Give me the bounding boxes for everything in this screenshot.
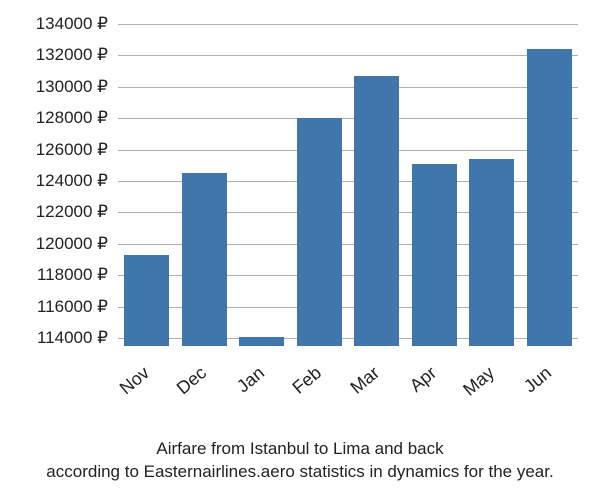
bar-may — [469, 159, 514, 346]
chart-caption: Airfare from Istanbul to Lima and backac… — [0, 438, 600, 484]
bar-apr — [412, 164, 457, 346]
ytick-label: 120000 ₽ — [0, 234, 108, 254]
ytick-label: 134000 ₽ — [0, 14, 108, 34]
ytick-label: 122000 ₽ — [0, 202, 108, 222]
caption-line: according to Easternairlines.aero statis… — [0, 461, 600, 484]
ytick-label: 130000 ₽ — [0, 77, 108, 97]
ytick-label: 124000 ₽ — [0, 171, 108, 191]
plot-area — [118, 16, 578, 346]
bar-nov — [124, 255, 169, 346]
bar-feb — [297, 118, 342, 346]
bar-jun — [527, 49, 572, 346]
gridline — [118, 87, 578, 88]
gridline — [118, 150, 578, 151]
bar-dec — [182, 173, 227, 346]
airfare-bar-chart: NovDecJanFebMarAprMayJun 114000 ₽116000 … — [0, 0, 600, 500]
ytick-label: 132000 ₽ — [0, 45, 108, 65]
ytick-label: 118000 ₽ — [0, 265, 108, 285]
ytick-label: 126000 ₽ — [0, 140, 108, 160]
ytick-label: 114000 ₽ — [0, 328, 108, 348]
ytick-label: 116000 ₽ — [0, 297, 108, 317]
bar-mar — [354, 76, 399, 346]
gridline — [118, 118, 578, 119]
bar-jan — [239, 337, 284, 346]
gridline — [118, 55, 578, 56]
ytick-label: 128000 ₽ — [0, 108, 108, 128]
caption-line: Airfare from Istanbul to Lima and back — [0, 438, 600, 461]
gridline — [118, 24, 578, 25]
